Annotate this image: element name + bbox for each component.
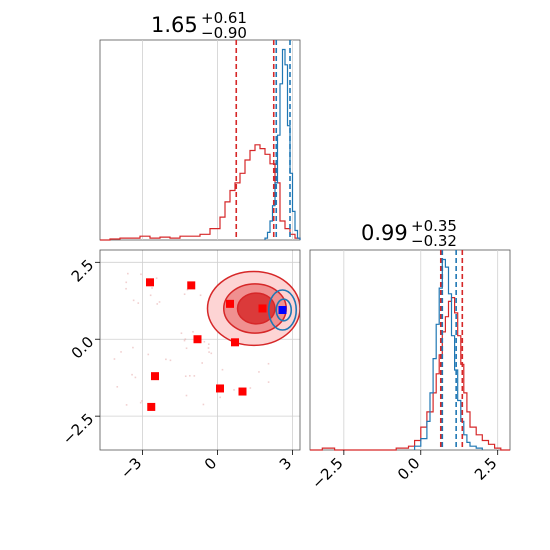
x-tick-label: 0.0	[394, 454, 424, 484]
sample-point	[132, 299, 135, 302]
panel-title-lower-error: −0.32	[411, 232, 457, 250]
sample-point	[201, 362, 203, 364]
sample-point	[202, 403, 205, 406]
sample-point	[258, 371, 260, 373]
sample-point	[120, 351, 122, 353]
red-square-marker	[226, 299, 234, 308]
panel-title-value: 0.99	[361, 221, 408, 245]
blue-contour-level-1	[275, 298, 293, 322]
red-square-marker	[231, 338, 239, 347]
sample-point	[186, 288, 189, 291]
sample-point	[193, 375, 196, 377]
sample-point	[155, 277, 158, 280]
sample-point	[221, 368, 224, 371]
histogram-series-0	[100, 144, 301, 241]
red-square-marker	[216, 384, 224, 393]
red-square-marker	[146, 278, 154, 287]
sample-point	[183, 339, 186, 342]
sample-point	[165, 358, 167, 361]
sample-point	[125, 404, 128, 406]
sample-point	[158, 301, 161, 303]
x-tick-label: 2.5	[471, 454, 501, 484]
sample-point	[131, 373, 133, 376]
sample-point	[207, 347, 210, 349]
sample-point	[233, 389, 235, 391]
panel-top-left-histogram: 1.65 +0.61 −0.90	[99, 9, 301, 241]
sample-point	[141, 400, 143, 402]
sample-point	[125, 281, 128, 284]
sample-point	[125, 287, 127, 290]
sample-point	[183, 293, 186, 296]
sample-point	[199, 294, 202, 297]
panel-title-upper-error: +0.61	[201, 9, 247, 27]
panel-frame	[309, 249, 511, 451]
red-contour-level-2	[236, 292, 276, 325]
panel-title-upper-error: +0.35	[411, 217, 457, 235]
sample-point	[149, 294, 152, 297]
sample-point	[127, 272, 129, 275]
sample-point	[184, 338, 187, 340]
x-tick-label: −3	[117, 454, 145, 482]
sample-point	[267, 381, 270, 383]
panel-frame	[99, 249, 301, 451]
histogram-series-0	[310, 297, 510, 451]
sample-point	[156, 303, 159, 305]
histogram-series-1	[414, 258, 483, 450]
red-square-marker	[187, 281, 196, 290]
panel-frame	[99, 39, 301, 241]
red-square-marker	[238, 387, 247, 396]
sample-point	[219, 396, 221, 399]
x-tick-label: −2.5	[308, 454, 346, 492]
panel-bottom-right-histogram: −2.5 0.0 2.5 0.99 +0.35 −0.32	[308, 217, 511, 493]
red-square-marker	[147, 402, 156, 411]
sample-point	[140, 273, 142, 276]
y-tick-label: 2.5	[68, 256, 98, 286]
blue-square-marker	[278, 306, 287, 314]
sample-point	[132, 346, 134, 349]
sample-point	[188, 374, 191, 377]
sample-point	[134, 376, 137, 379]
sample-point	[137, 302, 140, 304]
sample-point	[147, 353, 150, 356]
sample-point	[185, 347, 188, 350]
panel-bottom-left-contour: −3 0 3 2.5 0.0 −2.5	[59, 249, 301, 482]
y-tick-label: 0.0	[68, 333, 98, 363]
red-square-marker	[193, 335, 202, 344]
sample-point	[113, 358, 116, 360]
blue-contour-level-0	[267, 289, 298, 331]
histogram-series-1	[264, 48, 301, 240]
sample-point	[169, 359, 172, 362]
y-tick-label: −2.5	[59, 410, 97, 448]
panel-title-lower-error: −0.90	[201, 24, 247, 42]
sample-point	[210, 352, 213, 355]
sample-point	[207, 343, 210, 346]
sample-point	[249, 387, 252, 389]
sample-point	[208, 351, 210, 353]
panel-title-value: 1.65	[151, 13, 198, 37]
red-square-marker	[151, 372, 159, 381]
x-tick-label: 3	[276, 454, 295, 473]
red-square-marker	[258, 304, 267, 313]
sample-point	[151, 287, 153, 289]
sample-point	[180, 332, 183, 335]
sample-point	[184, 375, 187, 378]
sample-point	[192, 331, 194, 333]
sample-point	[185, 394, 188, 397]
x-tick-label: 0	[201, 454, 220, 473]
sample-point	[139, 401, 142, 404]
sample-point	[116, 386, 119, 388]
sample-point	[267, 362, 270, 365]
sample-point	[203, 340, 206, 343]
